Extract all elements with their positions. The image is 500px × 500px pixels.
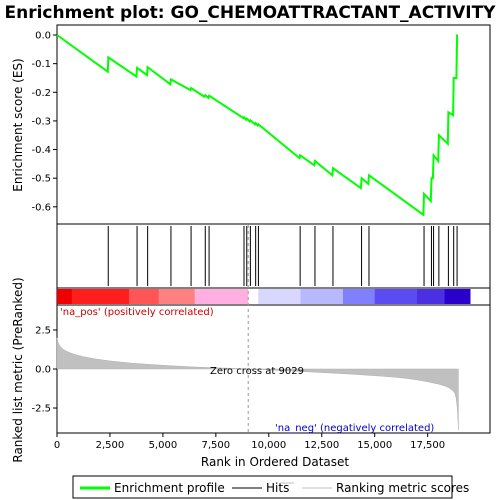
es-y-tick-label: -0.1 xyxy=(31,59,51,70)
ranking-metric-area xyxy=(56,337,459,430)
es-y-tick-label: -0.6 xyxy=(31,202,51,213)
na-neg-label: 'na_neg' (negatively correlated) xyxy=(275,423,434,434)
legend-enrichment-label: Enrichment profile xyxy=(114,481,225,495)
legend-metric-label: Ranking metric scores xyxy=(336,481,469,495)
es-y-tick-label: -0.4 xyxy=(31,145,51,156)
colorbar-segment xyxy=(444,289,471,304)
x-axis: 0 2,500 5,000 7,500 10,000 12,500 15,000 17,500 xyxy=(54,433,445,451)
es-y-axis: 0.0 -0.1 -0.2 -0.3 -0.4 -0.5 -0.6 xyxy=(31,31,57,213)
es-panel: 0.0 -0.1 -0.2 -0.3 -0.4 -0.5 -0.6 Enrichment s… xyxy=(11,24,491,225)
x-tick-label: 12,500 xyxy=(304,440,339,451)
hits-panel-frame xyxy=(56,223,491,289)
legend-hits-label: Hits xyxy=(266,481,289,495)
metric-y-tick-label: 0.0 xyxy=(35,365,51,376)
metric-y-axis: 2.5 0.0 -2.5 xyxy=(31,325,57,415)
metric-y-tick-label: 2.5 xyxy=(35,325,51,336)
es-y-tick-label: -0.2 xyxy=(31,88,51,99)
colorbar-segment xyxy=(374,289,418,304)
x-tick-label: 0 xyxy=(54,440,60,451)
colorbar-segment xyxy=(248,289,259,304)
x-tick-label: 10,000 xyxy=(251,440,286,451)
colorbar-segment xyxy=(129,289,160,304)
chart-title: Enrichment plot: GO_CHEMOATTRACTANT_ACTI… xyxy=(5,3,497,23)
colorbar-segment xyxy=(194,289,249,304)
es-y-tick-label: 0.0 xyxy=(35,31,51,42)
metric-panel: 2.5 0.0 -2.5 'na_pos' (positively correlat… xyxy=(11,225,491,463)
metric-y-tick-label: -2.5 xyxy=(31,404,51,415)
x-tick-label: 5,000 xyxy=(149,440,178,451)
colorbar-segment xyxy=(158,289,196,304)
zero-cross-label: Zero cross at 9029 xyxy=(210,366,304,377)
colorbar-segment xyxy=(342,289,376,304)
enrichment-profile-line xyxy=(56,34,459,217)
hits-panel xyxy=(56,223,491,289)
legend-frame xyxy=(72,475,453,499)
x-axis-label: Rank in Ordered Dataset xyxy=(201,455,349,469)
colorbar-segment xyxy=(71,289,130,304)
es-y-tick-label: -0.5 xyxy=(31,174,51,185)
colorbar-segment xyxy=(258,289,302,304)
colorbar-segment xyxy=(300,289,344,304)
x-tick-label: 7,500 xyxy=(202,440,231,451)
colorbar-segment xyxy=(57,289,73,304)
es-panel-frame xyxy=(56,24,491,225)
x-tick-label: 2,500 xyxy=(96,440,125,451)
metric-y-axis-label: Ranked list metric (PreRanked) xyxy=(11,277,25,462)
x-tick-label: 15,000 xyxy=(357,440,392,451)
x-tick-label: 17,500 xyxy=(410,440,445,451)
es-y-tick-label: -0.3 xyxy=(31,116,51,127)
es-y-axis-label: Enrichment score (ES) xyxy=(11,58,25,191)
legend: Enrichment profile Hits Ranking metric s… xyxy=(72,475,469,499)
colorbar-segment xyxy=(417,289,446,304)
na-pos-label: 'na_pos' (positively correlated) xyxy=(60,307,214,318)
rank-colorbar xyxy=(56,287,491,306)
